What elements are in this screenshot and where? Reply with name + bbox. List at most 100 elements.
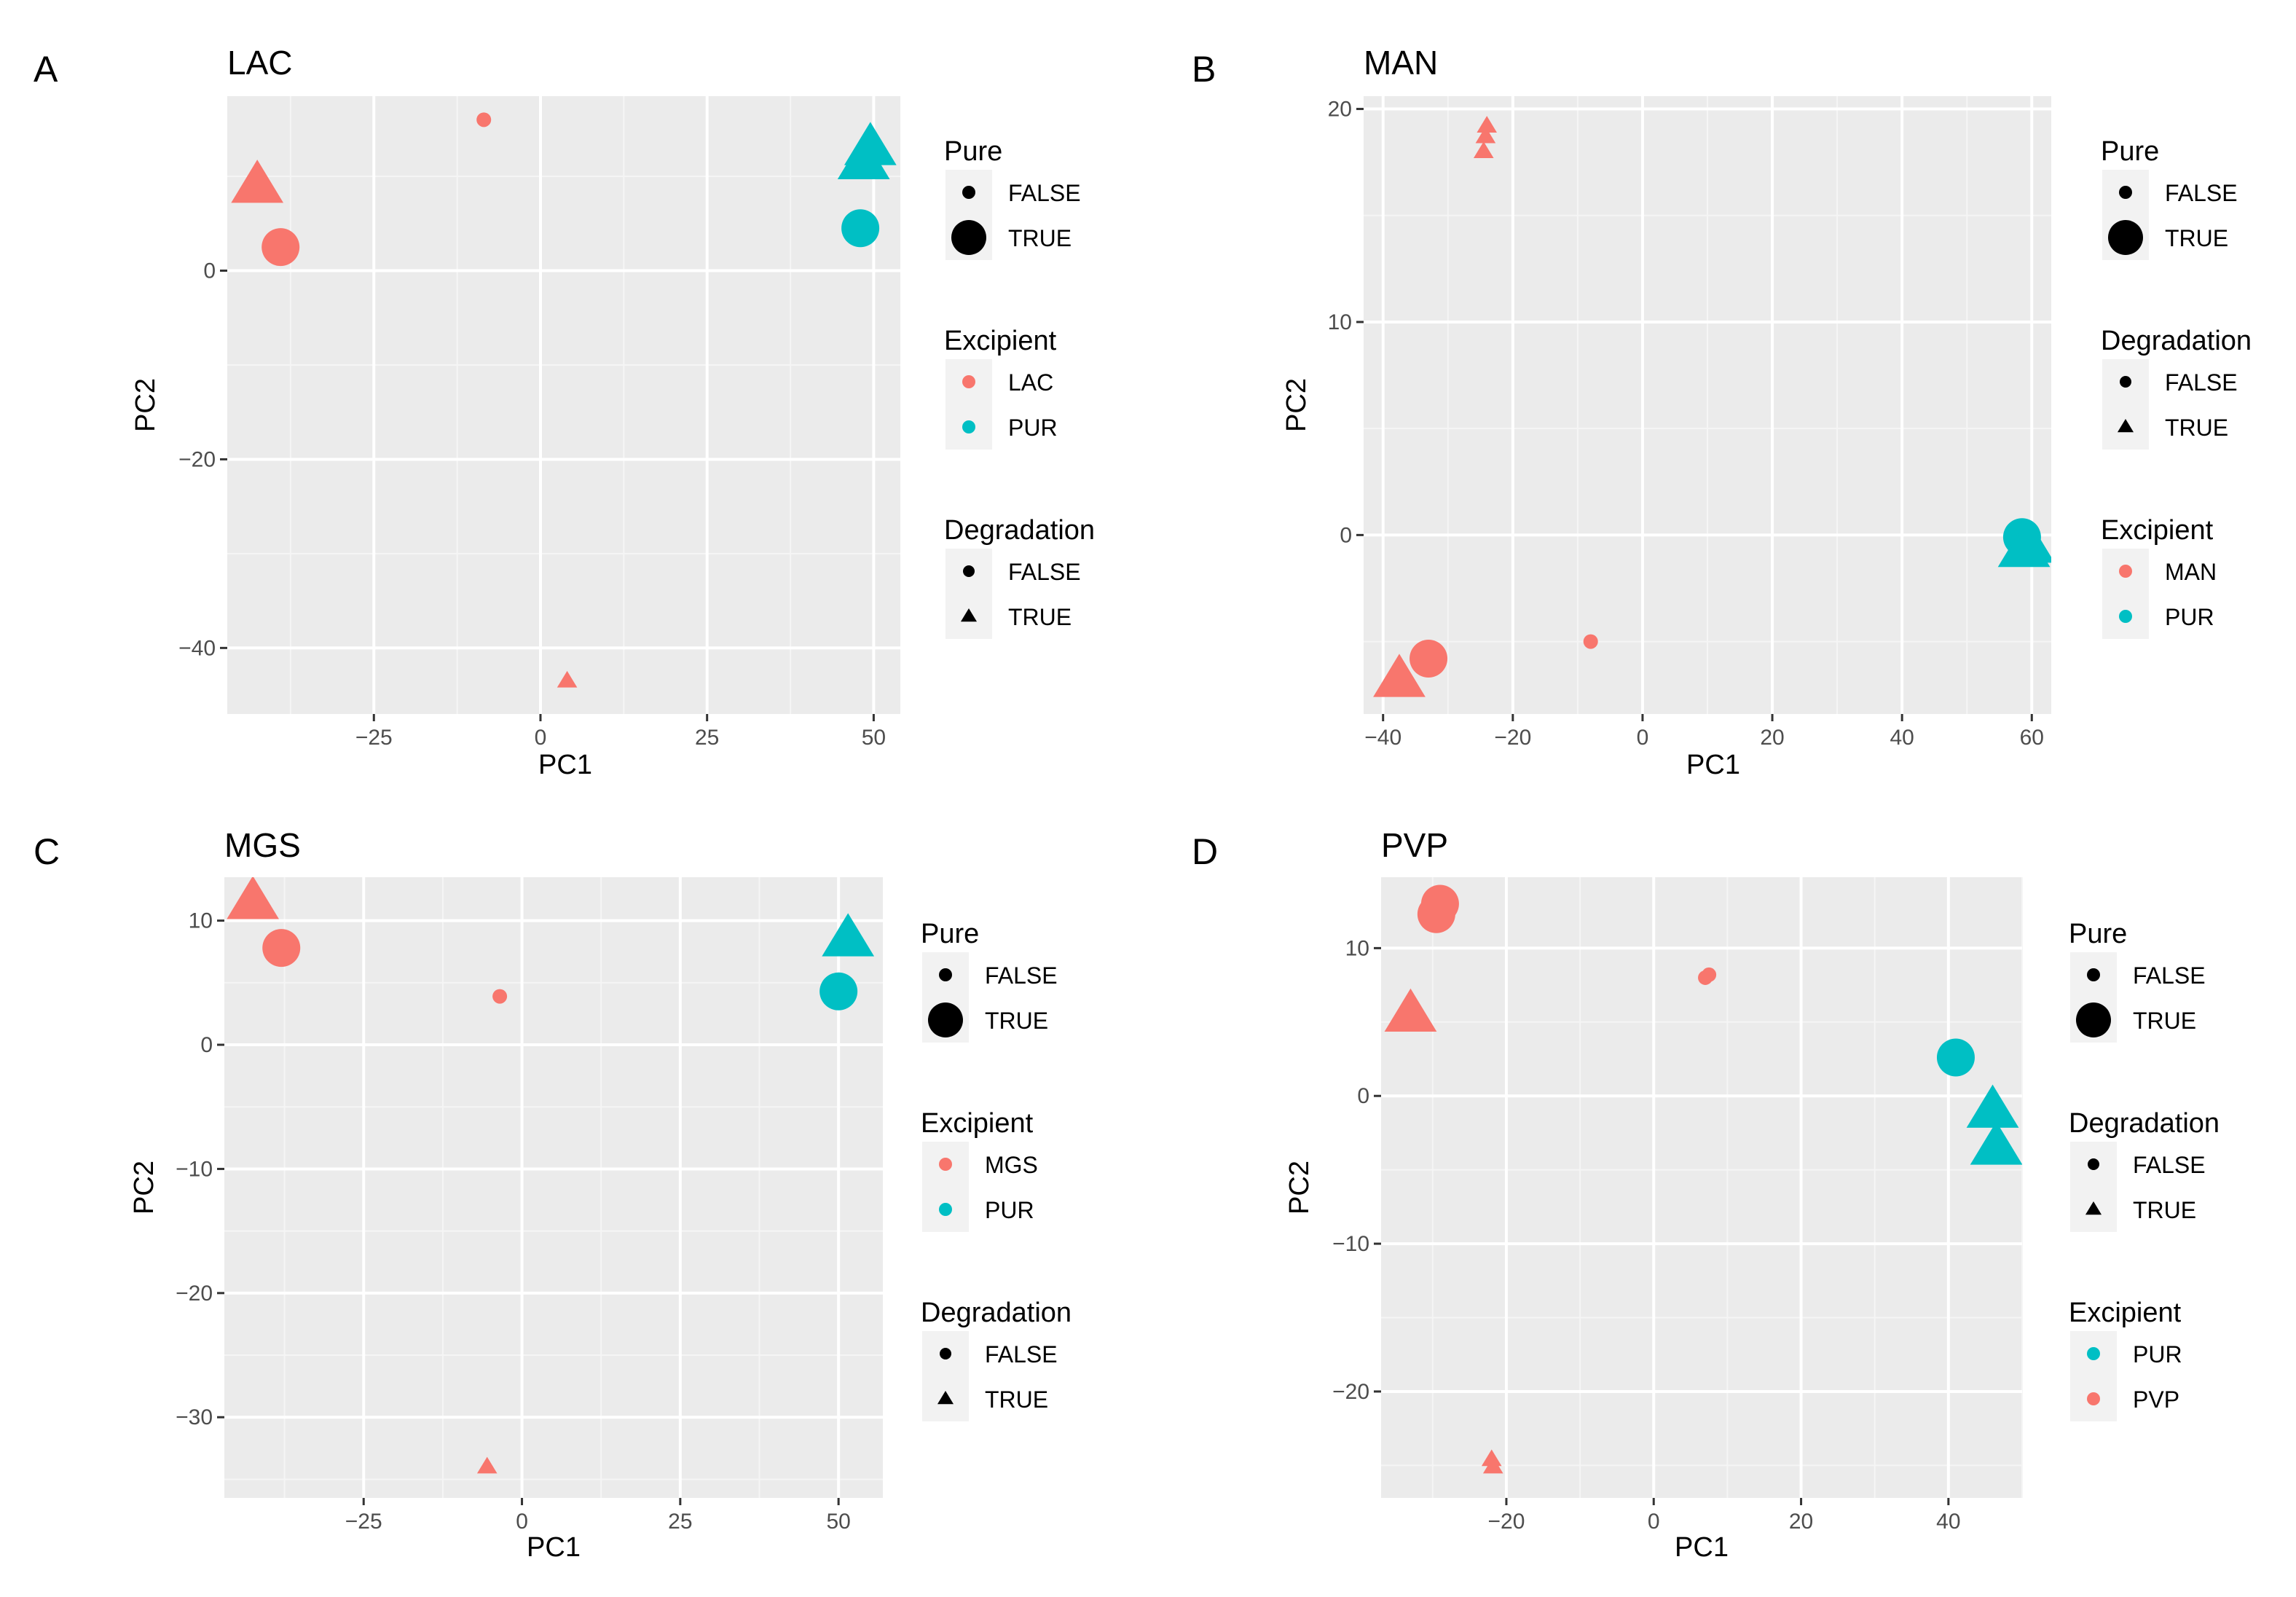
legend-key-false: [940, 1348, 951, 1359]
x-axis-label: PC1: [1686, 750, 1740, 780]
y-tick-label: 20: [1328, 98, 1352, 122]
x-tick-label: 20: [1760, 726, 1784, 750]
legend-title: Pure: [2101, 136, 2159, 167]
legend-label: FALSE: [1008, 180, 1081, 206]
data-point-pur: [1936, 1038, 1975, 1077]
legend-title: Degradation: [944, 515, 1095, 546]
x-tick-label: 0: [535, 726, 547, 750]
legend-degradation: Degradation FALSE TRUE: [944, 515, 1095, 639]
legend-title: Degradation: [2101, 326, 2252, 356]
panel-b: B MAN−40 −20 0 20 40 6001020PC1PC2PureFALSETRU…: [1192, 44, 2252, 780]
data-point-man: [1475, 126, 1496, 144]
data-point-lac: [262, 228, 300, 267]
y-axis-label: PC2: [1281, 378, 1312, 432]
legend-title: Degradation: [921, 1298, 1072, 1328]
x-tick-label: 40: [1936, 1510, 1960, 1534]
data-points: [227, 877, 875, 1474]
data-point-pur: [1966, 1084, 2019, 1128]
data-point-mgs: [227, 877, 279, 919]
plot-background: [224, 877, 883, 1498]
data-point-pur: [837, 136, 890, 180]
x-tick-label: −25: [355, 726, 393, 750]
x-tick-label: 0: [516, 1510, 528, 1534]
y-tick-label: −20: [178, 447, 216, 471]
legend-key-true: [2085, 1201, 2102, 1215]
legend-label: MAN: [2165, 559, 2217, 585]
panel-letter: D: [1192, 831, 1218, 872]
data-point-man: [1477, 116, 1498, 133]
legend-key-mgs: [939, 1158, 952, 1171]
legend-label: FALSE: [985, 1341, 1058, 1368]
data-point-man: [1410, 639, 1448, 678]
data-point-man: [1583, 634, 1598, 649]
legend-title: Degradation: [2069, 1108, 2220, 1139]
panel-title: MGS: [224, 826, 301, 864]
y-tick-label: 0: [203, 259, 216, 283]
x-tick-label: 50: [862, 726, 886, 750]
legend-key-pur: [939, 1203, 952, 1216]
legend-label: TRUE: [985, 1386, 1048, 1413]
data-point-man: [1373, 654, 1426, 697]
x-tick-label: 50: [826, 1510, 850, 1534]
panel-c: C MGS−25 0 25 50−30−20−10010PC1PC2PureFALSET…: [34, 826, 1072, 1563]
legend-label: FALSE: [2165, 180, 2238, 206]
y-tick-label: 0: [1357, 1084, 1369, 1108]
x-tick-label: −40: [1364, 726, 1401, 750]
y-tick-label: 0: [200, 1033, 213, 1057]
legend-key-true: [928, 1002, 963, 1037]
y-tick-label: −20: [1332, 1380, 1369, 1404]
y-tick-label: 10: [189, 909, 213, 933]
legend-label: PUR: [2133, 1341, 2182, 1368]
data-point-man: [1473, 141, 1494, 159]
panel-title: PVP: [1381, 826, 1448, 864]
legend-label: MGS: [985, 1152, 1038, 1178]
legend-degradation: Degradation FALSE TRUE: [921, 1298, 1072, 1421]
legend-excipient: Excipient LAC PUR: [944, 326, 1058, 450]
legend-key-lac: [962, 375, 975, 388]
x-tick-label: 40: [1890, 726, 1914, 750]
legend-key-pur: [2119, 610, 2132, 623]
legend-label: LAC: [1008, 369, 1053, 396]
data-point-pur: [1970, 1121, 2022, 1165]
y-tick-label: 10: [1328, 310, 1352, 334]
legend-key-false: [963, 565, 975, 577]
data-point-pvp: [1481, 1449, 1502, 1467]
legend-key-false: [2087, 968, 2100, 981]
data-point-pvp: [1384, 988, 1437, 1032]
data-point-pur: [2002, 519, 2051, 563]
data-point-pur: [822, 913, 875, 957]
legend-title: Excipient: [921, 1108, 1034, 1139]
legend-label: PUR: [985, 1197, 1034, 1223]
x-tick-label: −25: [345, 1510, 382, 1534]
data-point-lac: [476, 112, 492, 127]
legend-key-true: [2076, 1002, 2111, 1037]
legend-title: Pure: [921, 919, 979, 949]
data-points: [1384, 884, 2022, 1474]
y-tick-label: −40: [178, 636, 216, 660]
data-points: [1373, 116, 2051, 697]
y-axis-label: PC2: [129, 1161, 160, 1215]
plot-background: [1381, 877, 2022, 1498]
legend-key-true: [2108, 220, 2143, 255]
legend-label: PUR: [1008, 415, 1058, 441]
panel-a: A LAC−25 0 25 50−40−200PC1PC2PureFALSETRUEEx…: [34, 44, 1095, 780]
legend-label: FALSE: [985, 962, 1058, 989]
data-points: [231, 112, 897, 688]
legend-key-false: [2119, 186, 2132, 199]
legend-key-man: [2119, 565, 2132, 578]
x-tick-label: −20: [1488, 1510, 1525, 1534]
legend-title: Excipient: [2101, 515, 2214, 546]
data-point-pvp: [1702, 967, 1717, 982]
legend-label: PVP: [2133, 1386, 2179, 1413]
legend-label: FALSE: [1008, 559, 1081, 585]
y-tick-label: −30: [176, 1405, 213, 1429]
y-tick-label: 0: [1340, 523, 1352, 547]
legend-degradation: Degradation FALSE TRUE: [2101, 326, 2252, 450]
legend-key-true: [937, 1390, 954, 1405]
x-tick-label: 0: [1648, 1510, 1660, 1534]
legend-degradation: Degradation FALSE TRUE: [2069, 1108, 2220, 1232]
